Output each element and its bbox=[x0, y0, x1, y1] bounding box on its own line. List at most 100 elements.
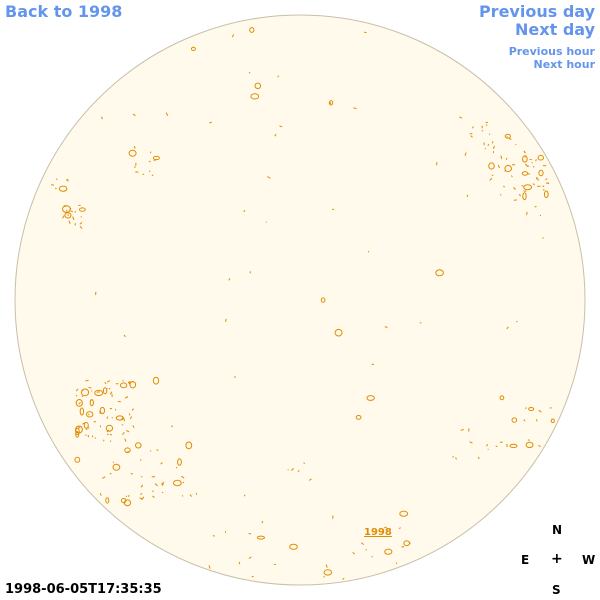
contour-mark bbox=[537, 154, 544, 161]
contour-mark bbox=[485, 121, 488, 124]
contour-mark bbox=[538, 444, 541, 447]
contour-mark bbox=[506, 326, 509, 330]
contour-mark bbox=[274, 133, 277, 137]
year-link[interactable]: 1998 bbox=[364, 527, 392, 538]
contour-mark bbox=[491, 174, 494, 177]
contour-mark bbox=[125, 429, 130, 433]
contour-mark bbox=[124, 447, 131, 454]
contour-mark bbox=[89, 399, 94, 407]
contour-mark bbox=[68, 220, 71, 224]
contour-mark bbox=[486, 121, 489, 124]
contour-mark bbox=[85, 434, 87, 436]
contour-mark bbox=[127, 381, 131, 385]
contour-mark bbox=[355, 415, 362, 420]
contour-mark bbox=[459, 116, 463, 119]
contour-mark bbox=[102, 387, 108, 395]
contour-mark bbox=[177, 458, 182, 466]
contour-mark bbox=[398, 527, 401, 530]
contour-mark bbox=[277, 75, 279, 78]
contour-mark bbox=[464, 152, 467, 156]
contour-mark bbox=[536, 419, 538, 422]
contour-mark bbox=[154, 483, 158, 487]
contour-mark bbox=[175, 466, 178, 469]
contour-mark bbox=[88, 413, 90, 416]
contour-mark bbox=[129, 416, 133, 420]
contour-mark bbox=[522, 155, 528, 163]
contour-mark bbox=[78, 402, 81, 405]
contour-mark bbox=[297, 469, 300, 473]
contour-mark bbox=[124, 396, 129, 399]
contour-mark bbox=[352, 552, 356, 555]
contour-mark bbox=[523, 419, 526, 422]
contour-mark bbox=[488, 162, 495, 170]
contour-mark bbox=[85, 379, 89, 382]
contour-mark bbox=[79, 222, 83, 225]
contour-mark bbox=[96, 391, 100, 393]
contour-mark bbox=[492, 145, 496, 150]
contour-mark bbox=[152, 155, 160, 161]
next-day-link[interactable]: Next day bbox=[515, 20, 595, 39]
contour-mark bbox=[248, 72, 251, 74]
contour-mark bbox=[62, 205, 71, 213]
contour-mark bbox=[152, 490, 154, 493]
contour-mark bbox=[525, 441, 534, 449]
contour-mark bbox=[58, 185, 68, 192]
contour-mark bbox=[403, 540, 411, 547]
contour-mark bbox=[135, 442, 142, 449]
contour-mark bbox=[75, 427, 80, 436]
contour-mark bbox=[209, 121, 212, 124]
contour-mark bbox=[141, 496, 145, 500]
contour-mark bbox=[320, 297, 326, 303]
previous-day-link[interactable]: Previous day bbox=[478, 2, 595, 21]
contour-mark bbox=[231, 34, 235, 38]
contour-mark bbox=[435, 269, 444, 277]
contour-mark bbox=[94, 389, 104, 397]
contour-mark bbox=[81, 395, 84, 398]
contour-mark bbox=[243, 209, 246, 213]
contour-mark bbox=[525, 407, 527, 410]
next-hour-link[interactable]: Next hour bbox=[533, 58, 596, 71]
compass-west: W bbox=[582, 553, 596, 567]
contour-mark bbox=[108, 387, 111, 390]
contour-mark bbox=[124, 438, 127, 442]
contour-mark bbox=[499, 395, 505, 401]
contour-mark bbox=[74, 210, 77, 213]
contour-mark bbox=[181, 475, 185, 479]
contour-mark bbox=[366, 395, 375, 401]
contour-mark bbox=[504, 164, 513, 173]
contour-mark bbox=[122, 432, 125, 436]
contour-mark bbox=[119, 382, 128, 389]
contour-mark bbox=[511, 417, 518, 423]
contour-mark bbox=[521, 185, 524, 187]
contour-mark bbox=[539, 214, 542, 217]
contour-mark bbox=[550, 418, 555, 424]
contour-mark bbox=[528, 407, 535, 411]
contour-mark bbox=[109, 472, 112, 475]
contour-mark bbox=[129, 381, 137, 389]
back-to-year-link[interactable]: Back to 1998 bbox=[5, 2, 123, 21]
contour-mark bbox=[123, 334, 126, 338]
previous-hour-link[interactable]: Previous hour bbox=[508, 45, 595, 58]
contour-mark bbox=[323, 569, 333, 576]
contour-mark bbox=[279, 125, 283, 128]
contour-mark bbox=[140, 493, 143, 495]
contour-mark bbox=[80, 216, 82, 218]
contour-mark bbox=[132, 425, 135, 428]
contour-mark bbox=[99, 406, 106, 415]
contour-mark bbox=[173, 479, 182, 487]
contour-mark bbox=[265, 221, 267, 223]
contour-mark bbox=[527, 439, 530, 441]
contour-mark bbox=[190, 46, 196, 52]
contour-mark bbox=[123, 418, 126, 422]
contour-mark bbox=[401, 546, 405, 548]
contour-mark bbox=[75, 395, 78, 397]
contour-mark bbox=[85, 428, 88, 431]
contour-mark bbox=[361, 542, 365, 546]
contour-mark bbox=[526, 211, 528, 215]
contour-mark bbox=[225, 318, 227, 322]
contour-mark bbox=[384, 526, 387, 529]
contour-mark bbox=[99, 410, 101, 415]
contour-mark bbox=[82, 422, 86, 425]
contour-mark bbox=[267, 176, 271, 179]
contour-mark bbox=[500, 155, 503, 160]
